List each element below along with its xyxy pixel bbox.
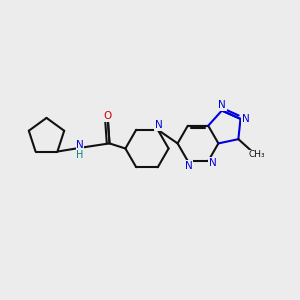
Text: O: O <box>104 111 112 122</box>
Text: CH₃: CH₃ <box>249 150 266 159</box>
Text: N: N <box>209 158 217 168</box>
Text: N: N <box>184 160 192 171</box>
Text: N: N <box>242 114 250 124</box>
Text: N: N <box>76 140 84 151</box>
Text: N: N <box>218 100 226 110</box>
Text: N: N <box>154 120 162 130</box>
Text: H: H <box>76 150 84 160</box>
